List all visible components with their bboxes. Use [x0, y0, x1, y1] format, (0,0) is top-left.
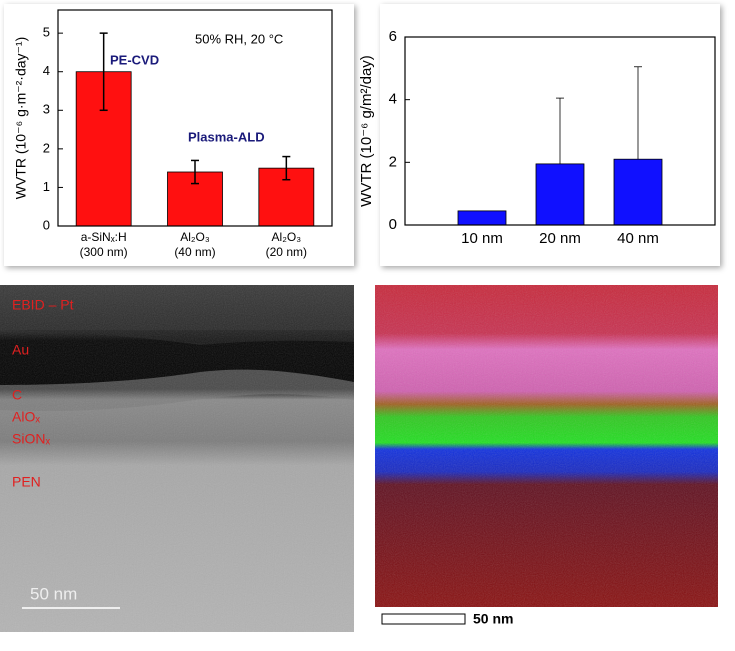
annotation: Plasma-ALD	[188, 129, 265, 144]
x-tick-label: Al₂O₃ (20 nm)	[265, 230, 307, 259]
y-tick-label: 6	[389, 28, 397, 45]
annotation: PE-CVD	[110, 52, 159, 67]
y-tick-label: 5	[43, 25, 50, 40]
y-tick-label: 4	[389, 91, 397, 108]
panel	[4, 4, 354, 266]
layer-label: SiONₓ	[12, 431, 50, 447]
bar	[613, 158, 663, 226]
x-tick-label: 20 nm	[539, 230, 581, 247]
layer-label: AlOₓ	[12, 409, 40, 425]
eds-image: 50 nm	[375, 285, 718, 627]
noise	[375, 285, 718, 607]
layer-label: PEN	[12, 474, 41, 490]
annotation: 50% RH, 20 °C	[195, 31, 283, 46]
layer-label: EBID – Pt	[12, 297, 74, 313]
x-tick-label: Al₂O₃ (40 nm)	[174, 230, 216, 259]
y-tick-label: 1	[43, 179, 50, 194]
y-tick-label: 2	[43, 140, 50, 155]
y-tick-label: 2	[389, 153, 397, 170]
panel	[380, 4, 720, 266]
y-tick-label: 0	[43, 217, 50, 232]
y-tick-label: 3	[43, 102, 50, 117]
plot-frame	[57, 9, 333, 227]
y-tick-label: 0	[389, 216, 397, 233]
layer-label: Au	[12, 342, 29, 358]
x-tick-label: a-SiNₓ:H (300 nm)	[79, 230, 128, 259]
bar	[457, 210, 507, 226]
layer-label: C	[12, 387, 22, 403]
noise	[0, 285, 354, 632]
scale-label: 50 nm	[30, 584, 77, 603]
scale-bar	[381, 613, 466, 625]
x-tick-label: 10 nm	[461, 230, 503, 247]
plot-frame	[404, 36, 716, 226]
y-axis-label: WVTR (10⁻⁶ g·m⁻²·day⁻¹)	[13, 37, 29, 200]
scale-label: 50 nm	[473, 611, 513, 627]
tem-image: EBID – Pt Au C AlOₓ SiONₓ PEN 50 nm	[0, 285, 354, 632]
x-tick-label: 40 nm	[617, 230, 659, 247]
y-axis-label: WVTR (10⁻⁶ g/m²/day)	[358, 55, 375, 207]
y-tick-label: 4	[43, 63, 50, 78]
bar	[535, 163, 585, 226]
